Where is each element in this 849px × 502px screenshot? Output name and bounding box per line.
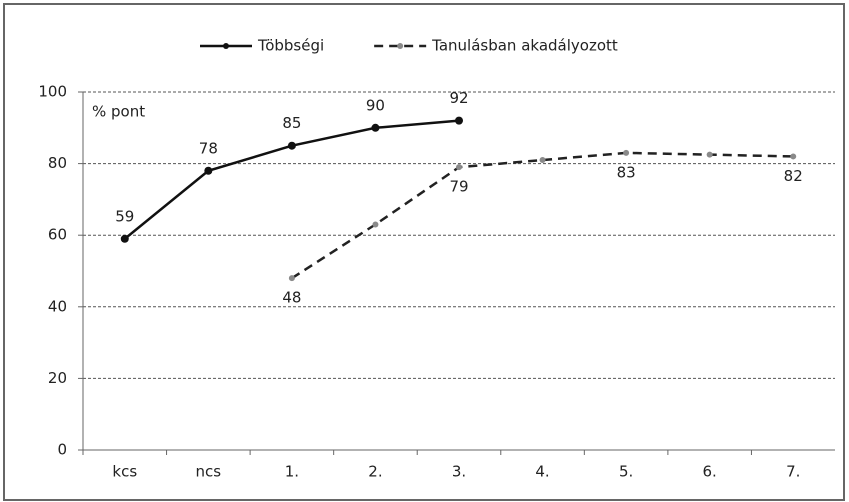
y-tick-label: 40 <box>48 297 67 315</box>
data-label: 82 <box>784 167 803 185</box>
x-tick-label: 2. <box>368 463 382 481</box>
x-tick-label: 5. <box>619 463 633 481</box>
x-tick-label: ncs <box>196 463 222 481</box>
y-tick-label: 100 <box>38 83 67 101</box>
legend-label: Többségi <box>257 37 324 55</box>
x-tick-label: kcs <box>112 463 137 481</box>
point <box>287 141 296 150</box>
point <box>790 153 797 160</box>
point <box>539 157 546 164</box>
legend-marker <box>223 43 229 49</box>
data-label: 92 <box>449 89 468 107</box>
point <box>372 221 379 228</box>
y-axis-label: % pont <box>92 103 145 121</box>
data-label: 79 <box>449 178 468 196</box>
y-tick-label: 80 <box>48 154 67 172</box>
point <box>706 151 713 158</box>
point <box>456 164 462 171</box>
x-tick-label: 4. <box>535 463 549 481</box>
data-label: 85 <box>282 114 301 132</box>
chart-frame <box>3 3 845 501</box>
y-tick-label: 0 <box>57 441 67 459</box>
legend-label: Tanulásban akadályozott <box>431 37 618 55</box>
data-label: 78 <box>199 139 218 157</box>
data-label: 83 <box>617 163 636 181</box>
x-tick-label: 7. <box>786 463 800 481</box>
point <box>204 166 213 175</box>
point <box>288 275 295 282</box>
point <box>120 234 129 243</box>
legend-marker <box>397 43 404 49</box>
data-label: 48 <box>282 289 301 307</box>
x-tick-label: 3. <box>452 463 466 481</box>
y-tick-label: 60 <box>48 226 67 244</box>
data-label: 59 <box>115 207 134 225</box>
point <box>623 149 630 156</box>
data-label: 90 <box>366 96 385 114</box>
point <box>371 123 380 132</box>
x-tick-label: 1. <box>285 463 299 481</box>
x-tick-label: 6. <box>703 463 717 481</box>
y-tick-label: 20 <box>48 369 67 387</box>
point <box>455 116 463 125</box>
